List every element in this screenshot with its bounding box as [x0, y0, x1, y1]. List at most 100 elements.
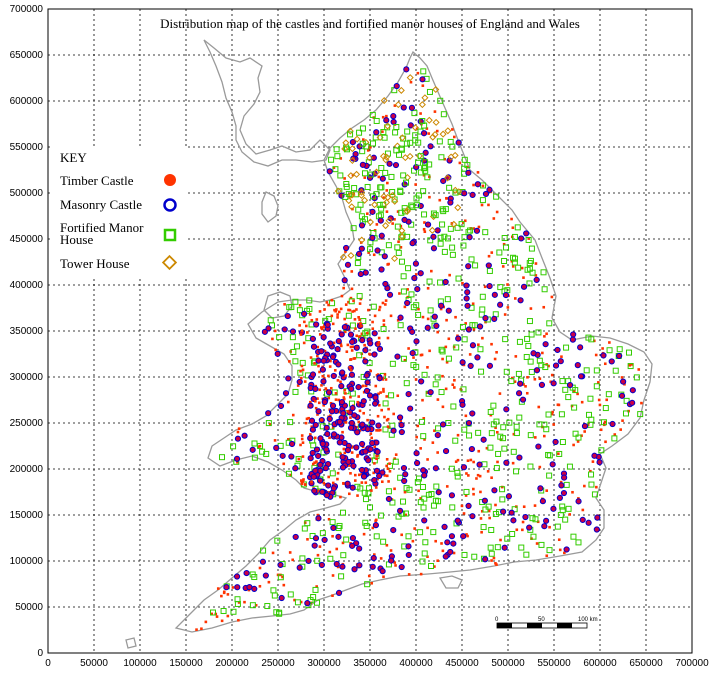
tower-house-marker — [397, 86, 405, 94]
fortified-manor-marker — [559, 507, 566, 514]
timber-castle-marker — [398, 292, 401, 295]
masonry-castle-marker — [378, 232, 385, 239]
masonry-castle-marker — [360, 473, 368, 480]
tower-house-marker — [428, 226, 436, 234]
fortified-manor-marker — [377, 184, 384, 191]
timber-castle-marker — [349, 416, 352, 419]
timber-castle-marker — [603, 420, 607, 424]
timber-castle-marker — [339, 495, 342, 499]
masonry-castle-marker — [279, 452, 286, 459]
masonry-castle-marker — [309, 449, 316, 457]
masonry-castle-marker — [320, 334, 327, 341]
timber-castle-marker — [440, 542, 443, 545]
coastline-isle-of-man — [261, 191, 279, 223]
timber-castle-marker — [364, 384, 368, 388]
fortified-manor-marker — [422, 167, 429, 174]
tower-house-marker — [388, 192, 396, 200]
timber-castle-marker — [382, 196, 385, 199]
fortified-manor-marker — [523, 354, 530, 361]
fortified-manor-marker — [421, 550, 428, 557]
timber-castle-marker — [341, 430, 344, 434]
masonry-castle-marker — [363, 387, 371, 394]
fortified-manor-marker — [420, 433, 427, 440]
tower-house-marker — [353, 135, 361, 143]
masonry-castle-marker — [344, 480, 351, 487]
timber-castle-marker — [293, 598, 296, 602]
masonry-castle-marker — [292, 465, 299, 472]
fortified-manor-marker — [494, 544, 501, 551]
masonry-castle-marker — [400, 104, 407, 111]
y-tick-label: 700000 — [10, 4, 44, 15]
timber-castle-marker — [374, 486, 378, 489]
timber-castle-marker — [334, 392, 338, 395]
timber-castle-marker — [417, 489, 420, 493]
timber-castle-marker — [334, 308, 338, 311]
fortified-manor-marker — [426, 88, 433, 95]
fortified-manor-marker — [421, 211, 428, 218]
timber-castle-marker — [589, 469, 592, 473]
timber-castle-marker — [443, 157, 446, 161]
timber-castle-marker — [300, 434, 304, 437]
timber-castle-marker — [339, 157, 343, 160]
timber-castle-marker — [445, 485, 449, 488]
coastline-england-wales — [174, 50, 653, 633]
masonry-castle-marker — [609, 420, 616, 428]
masonry-castle-marker — [335, 533, 342, 540]
masonry-castle-marker — [367, 340, 374, 347]
fortified-manor-marker — [478, 311, 485, 318]
fortified-manor-marker — [559, 378, 566, 385]
timber-castle-marker — [412, 356, 415, 359]
timber-castle-marker — [258, 566, 262, 570]
fortified-manor-marker — [290, 348, 297, 355]
timber-castle-marker — [377, 336, 381, 340]
timber-castle-marker — [506, 283, 509, 286]
masonry-castle-marker — [550, 505, 557, 512]
masonry-castle-marker — [396, 507, 404, 514]
x-tick-label: 350000 — [353, 658, 387, 669]
timber-castle-marker — [423, 438, 426, 441]
masonry-castle-marker — [315, 357, 322, 364]
tower-house-marker — [371, 201, 379, 209]
masonry-castle-marker — [359, 337, 366, 344]
timber-castle-marker — [426, 286, 430, 290]
timber-castle-marker — [421, 84, 425, 87]
fortified-manor-marker — [391, 196, 398, 203]
timber-castle-marker — [342, 396, 346, 399]
fortified-manor-marker — [495, 450, 502, 457]
timber-castle-marker — [236, 430, 240, 434]
masonry-castle-marker — [277, 402, 285, 410]
fortified-manor-marker — [400, 273, 407, 280]
timber-castle-marker — [558, 548, 562, 552]
masonry-castle-marker — [382, 280, 389, 288]
timber-castle-marker — [472, 492, 475, 496]
masonry-castle-marker — [469, 410, 476, 417]
timber-castle-marker — [337, 310, 341, 314]
masonry-castle-marker — [390, 118, 397, 126]
timber-castle-marker — [318, 545, 322, 548]
timber-castle-marker — [367, 574, 371, 578]
fortified-manor-marker — [209, 609, 216, 616]
timber-castle-marker — [350, 349, 354, 352]
y-tick-label: 200000 — [10, 464, 44, 475]
timber-castle-marker — [287, 438, 290, 441]
masonry-castle-marker — [434, 227, 441, 234]
fortified-manor-marker — [562, 386, 569, 393]
fortified-manor-marker — [362, 496, 369, 503]
timber-castle-marker — [347, 308, 350, 312]
fortified-manor-marker — [363, 143, 370, 150]
timber-castle-marker — [411, 539, 415, 543]
masonry-castle-marker — [591, 452, 598, 459]
timber-castle-marker — [393, 457, 397, 460]
fortified-manor-marker — [510, 254, 517, 261]
timber-castle-marker — [305, 324, 308, 328]
timber-castle-marker — [328, 414, 332, 418]
timber-castle-marker — [236, 460, 239, 464]
fortified-manor-marker — [408, 291, 415, 298]
timber-castle-marker — [628, 363, 632, 367]
tower-house-marker — [341, 145, 349, 153]
timber-castle-marker — [441, 405, 445, 409]
fortified-manor-marker — [437, 234, 444, 241]
timber-castle-marker — [298, 324, 301, 327]
masonry-castle-marker — [469, 191, 476, 198]
masonry-castle-marker — [313, 446, 321, 453]
